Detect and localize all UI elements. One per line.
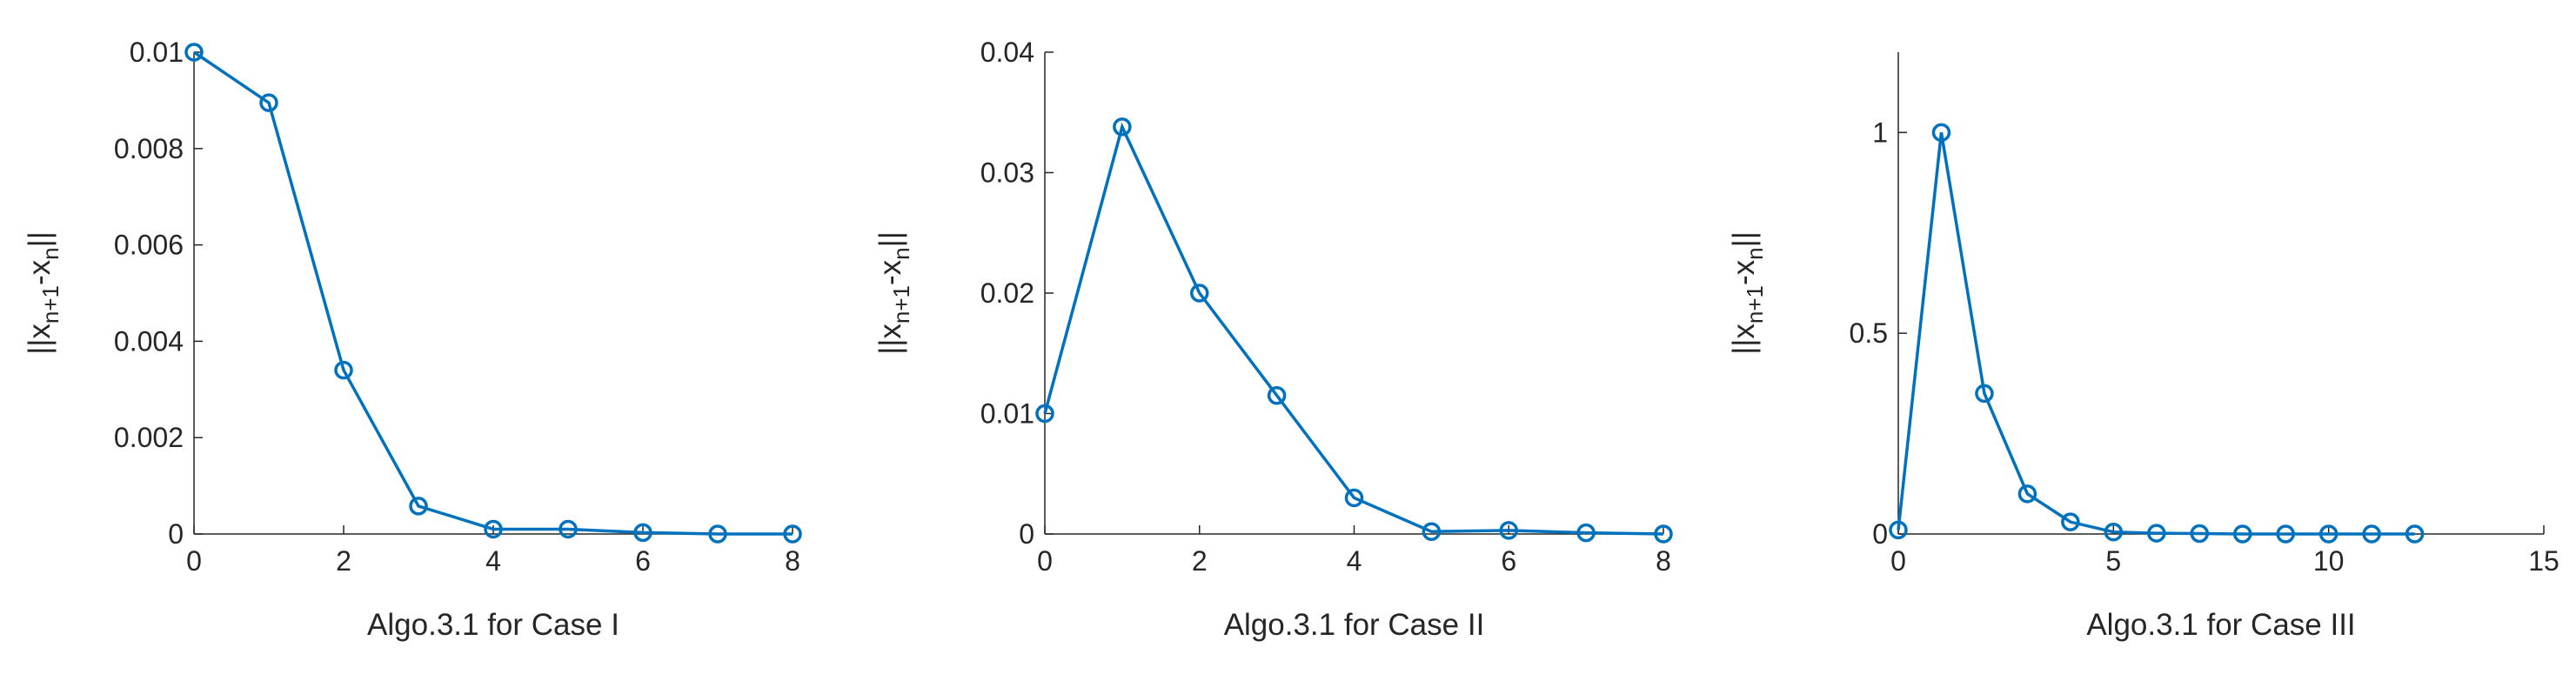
marker [1422,522,1442,541]
marker [2276,524,2295,544]
marker [184,43,204,62]
marker [1035,404,1054,424]
y-axis-label: ||xn+1-xn|| [1727,231,1768,355]
marker [1499,521,1518,540]
marker [783,524,802,544]
marker [334,360,353,380]
y-label-part: || [873,231,907,247]
y-axis-label: ||xn+1-xn|| [873,231,914,355]
y-label-part: -x [873,259,907,285]
x-tick-label: 4 [485,545,501,577]
marker [259,93,278,112]
marker [1190,284,1209,303]
chart: 0 0.01 0.02 0.03 0.04 0 2 4 6 8 Algo.3.1 for Case … [873,37,1673,642]
x-tick-label: 10 [2313,545,2345,577]
y-label-part: || [23,231,57,247]
marker [1576,523,1596,543]
y-tick-label: 0.002 [114,422,184,453]
y-tick-label: 0.5 [1850,317,1888,349]
y-label-subscript: n [37,247,64,259]
marker [559,519,578,539]
marker [1267,385,1287,405]
y-label-part: -x [1727,259,1761,285]
marker [1344,488,1364,508]
y-label-subscript: n+1 [1742,285,1768,324]
x-tick-label: 6 [1501,545,1516,577]
y-tick-label: 0.01 [130,37,184,68]
x-tick-label: 8 [785,545,800,577]
y-tick-label: 0.008 [114,133,184,164]
y-label-part: || [1727,231,1761,247]
marker [484,519,503,539]
marker [2318,524,2338,544]
y-tick-label: 0.004 [114,325,184,357]
y-label-subscript: n+1 [888,285,914,324]
y-label-part: ||x [1727,324,1761,355]
y-tick-label: 0 [1019,518,1034,550]
marker [2017,484,2037,504]
y-label-part: -x [23,259,57,285]
y-tick-label: 0.03 [980,157,1034,189]
marker [633,523,652,543]
x-tick-label: 2 [336,545,351,577]
marker [1889,520,1908,540]
x-axis-label: Algo.3.1 for Case I [367,608,619,642]
x-tick-label: 0 [1890,545,1906,577]
marker [2405,524,2425,544]
x-tick-label: 0 [186,545,202,577]
y-label-part: ||x [873,324,907,355]
marker [708,524,727,544]
x-tick-label: 2 [1192,545,1208,577]
x-tick-label: 6 [635,545,651,577]
y-tick-label: 0 [168,518,184,550]
x-tick-label: 5 [2105,545,2121,577]
y-tick-label: 0 [1872,518,1888,550]
marker [2232,524,2252,544]
x-axis-label: Algo.3.1 for Case III [2086,608,2355,642]
x-tick-label: 4 [1347,545,1362,577]
marker [2362,524,2381,544]
marker [409,497,428,516]
chart: 0 0.002 0.004 0.006 0.008 0.01 0 2 4 6 8 Algo.3.1 f… [23,37,802,642]
y-tick-label: 0.02 [980,277,1034,309]
series-line [1043,122,1664,536]
y-tick-label: 0.01 [980,398,1034,430]
y-label-part: ||x [23,324,57,355]
marker [2190,524,2210,544]
marker [1113,117,1132,137]
series-line [193,50,793,536]
y-tick-label: 0.04 [980,37,1034,68]
y-label-subscript: n [888,247,914,259]
y-tick-label: 1 [1872,117,1888,148]
y-tick-label: 0.006 [114,230,184,261]
y-label-subscript: n [1742,247,1768,259]
marker [1931,123,1951,143]
marker [1654,524,1673,544]
marker [2061,512,2080,531]
x-tick-label: 8 [1656,545,1671,577]
x-tick-label: 15 [2528,545,2559,577]
y-axis-label: ||xn+1-xn|| [23,231,64,355]
x-tick-label: 0 [1037,545,1053,577]
series-line [1897,132,2415,536]
marker [2147,524,2166,543]
x-axis-label: Algo.3.1 for Case II [1224,608,1485,642]
marker [2104,522,2124,542]
marker [1975,384,1994,404]
y-label-subscript: n+1 [37,285,64,324]
